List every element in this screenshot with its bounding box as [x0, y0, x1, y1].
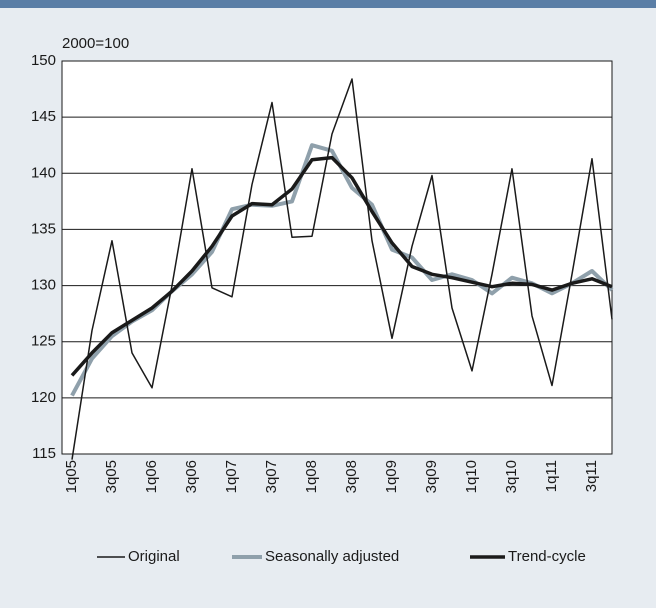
x-tick-label: 3q09 [423, 460, 440, 493]
legend-label: Seasonally adjusted [265, 548, 399, 565]
y-tick-label: 125 [31, 333, 56, 350]
x-tick-label: 3q06 [183, 460, 200, 493]
y-tick-label: 140 [31, 164, 56, 181]
y-tick-label: 130 [31, 277, 56, 294]
series-line [70, 155, 613, 377]
x-tick-label: 3q08 [343, 460, 360, 493]
x-tick-label: 1q06 [143, 460, 160, 493]
y-tick-label: 115 [32, 445, 56, 462]
x-tick-label: 3q05 [103, 460, 120, 493]
x-tick-label: 1q05 [63, 460, 80, 493]
x-tick-label: 3q07 [263, 460, 280, 493]
legend-label: Trend-cycle [508, 548, 586, 565]
legend-label: Original [128, 548, 180, 565]
x-tick-label: 1q11 [543, 460, 560, 492]
x-tick-label: 3q11 [583, 460, 600, 492]
y-tick-label: 145 [31, 108, 56, 125]
y-axis-label: 2000=100 [62, 35, 129, 52]
series-line [71, 78, 613, 460]
x-tick-label: 1q10 [463, 460, 480, 493]
y-tick-label: 135 [31, 220, 56, 237]
x-tick-label: 1q07 [223, 460, 240, 493]
x-tick-label: 3q10 [503, 460, 520, 493]
y-tick-label: 150 [31, 52, 56, 69]
x-tick-label: 1q08 [303, 460, 320, 493]
x-tick-label: 1q09 [383, 460, 400, 493]
plot-area [61, 60, 613, 455]
header-bar [0, 0, 656, 8]
y-tick-label: 120 [31, 389, 56, 406]
